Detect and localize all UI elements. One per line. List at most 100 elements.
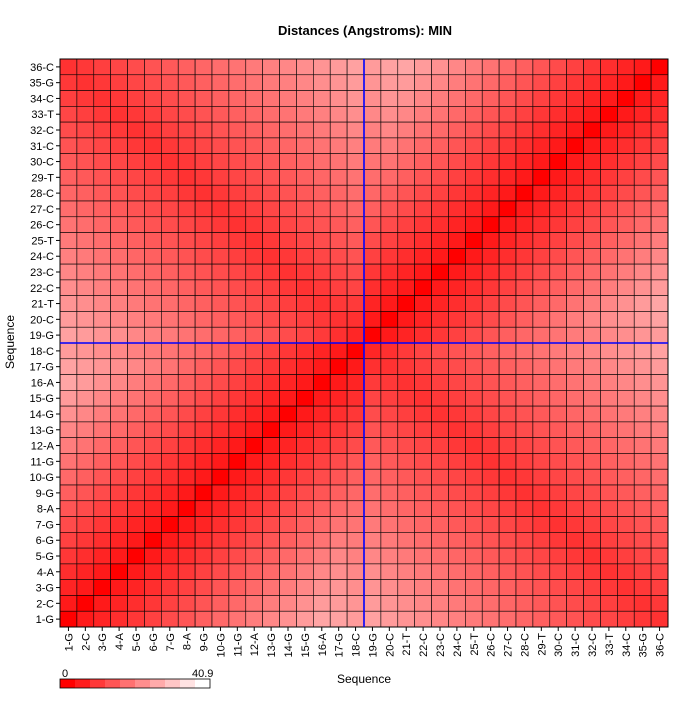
heatmap-cell[interactable] [498, 390, 517, 407]
heatmap-cell[interactable] [363, 595, 382, 612]
heatmap-cell[interactable] [481, 137, 500, 154]
heatmap-cell[interactable] [498, 90, 517, 107]
heatmap-cell[interactable] [279, 106, 297, 123]
heatmap-cell[interactable] [245, 248, 263, 265]
heatmap-cell[interactable] [127, 468, 145, 486]
heatmap-cell[interactable] [448, 90, 466, 107]
heatmap-cell[interactable] [515, 468, 534, 486]
heatmap-cell[interactable] [465, 200, 483, 218]
heatmap-cell[interactable] [59, 263, 78, 281]
heatmap-cell[interactable] [549, 74, 567, 91]
heatmap-cell[interactable] [566, 579, 584, 596]
heatmap-cell[interactable] [532, 484, 551, 502]
heatmap-cell[interactable] [296, 421, 314, 438]
heatmap-cell[interactable] [380, 421, 399, 438]
heatmap-cell[interactable] [76, 184, 95, 202]
heatmap-cell[interactable] [363, 563, 382, 580]
heatmap-cell[interactable] [431, 358, 449, 375]
heatmap-cell[interactable] [110, 453, 128, 470]
heatmap-cell[interactable] [566, 295, 584, 312]
heatmap-cell[interactable] [245, 500, 263, 517]
heatmap-cell[interactable] [633, 563, 652, 580]
heatmap-cell[interactable] [363, 374, 382, 391]
heatmap-cell[interactable] [346, 90, 365, 107]
heatmap-cell[interactable] [465, 279, 483, 296]
heatmap-cell[interactable] [93, 437, 111, 454]
heatmap-cell[interactable] [211, 184, 230, 202]
heatmap-cell[interactable] [177, 169, 196, 186]
heatmap-cell[interactable] [515, 374, 534, 391]
heatmap-cell[interactable] [448, 579, 466, 596]
heatmap-cell[interactable] [161, 295, 179, 312]
heatmap-cell[interactable] [481, 516, 500, 533]
heatmap-cell[interactable] [346, 532, 365, 549]
heatmap-cell[interactable] [363, 58, 382, 76]
heatmap-cell[interactable] [600, 453, 618, 470]
heatmap-cell[interactable] [431, 484, 449, 502]
heatmap-cell[interactable] [194, 500, 213, 517]
heatmap-cell[interactable] [313, 200, 331, 218]
heatmap-cell[interactable] [194, 90, 213, 107]
heatmap-cell[interactable] [110, 563, 128, 580]
heatmap-cell[interactable] [228, 311, 247, 328]
heatmap-cell[interactable] [177, 453, 196, 470]
heatmap-cell[interactable] [177, 547, 196, 565]
heatmap-cell[interactable] [431, 468, 449, 486]
heatmap-cell[interactable] [127, 579, 145, 596]
heatmap-cell[interactable] [481, 232, 500, 249]
heatmap-cell[interactable] [296, 342, 314, 360]
heatmap-cell[interactable] [650, 279, 669, 296]
heatmap-cell[interactable] [465, 390, 483, 407]
heatmap-cell[interactable] [76, 547, 95, 565]
heatmap-cell[interactable] [177, 342, 196, 360]
heatmap-cell[interactable] [127, 453, 145, 470]
heatmap-cell[interactable] [650, 563, 669, 580]
heatmap-cell[interactable] [650, 437, 669, 454]
heatmap-cell[interactable] [127, 311, 145, 328]
heatmap-cell[interactable] [59, 484, 78, 502]
heatmap-cell[interactable] [583, 200, 601, 218]
heatmap-cell[interactable] [465, 405, 483, 423]
heatmap-cell[interactable] [380, 248, 399, 265]
heatmap-cell[interactable] [431, 248, 449, 265]
heatmap-cell[interactable] [76, 74, 95, 91]
heatmap-cell[interactable] [59, 74, 78, 91]
heatmap-cell[interactable] [76, 169, 95, 186]
heatmap-cell[interactable] [194, 532, 213, 549]
heatmap-cell[interactable] [397, 532, 415, 549]
heatmap-cell[interactable] [329, 453, 348, 470]
heatmap-cell[interactable] [313, 468, 331, 486]
heatmap-cell[interactable] [380, 58, 399, 76]
heatmap-cell[interactable] [397, 342, 415, 360]
heatmap-cell[interactable] [211, 279, 230, 296]
heatmap-cell[interactable] [161, 90, 179, 107]
heatmap-cell[interactable] [93, 358, 111, 375]
heatmap-cell[interactable] [93, 74, 111, 91]
heatmap-cell[interactable] [650, 263, 669, 281]
heatmap-cell[interactable] [228, 200, 247, 218]
heatmap-cell[interactable] [363, 232, 382, 249]
heatmap-cell[interactable] [279, 184, 297, 202]
heatmap-cell[interactable] [262, 184, 280, 202]
heatmap-cell[interactable] [566, 232, 584, 249]
heatmap-cell[interactable] [194, 610, 213, 628]
heatmap-cell[interactable] [414, 121, 432, 139]
heatmap-cell[interactable] [329, 311, 348, 328]
heatmap-cell[interactable] [211, 390, 230, 407]
heatmap-cell[interactable] [194, 184, 213, 202]
heatmap-cell[interactable] [194, 153, 213, 170]
heatmap-cell[interactable] [363, 248, 382, 265]
heatmap-cell[interactable] [127, 610, 145, 628]
heatmap-cell[interactable] [177, 374, 196, 391]
heatmap-cell[interactable] [431, 169, 449, 186]
heatmap-cell[interactable] [346, 279, 365, 296]
heatmap-cell[interactable] [59, 468, 78, 486]
heatmap-cell[interactable] [465, 516, 483, 533]
heatmap-cell[interactable] [346, 263, 365, 281]
heatmap-cell[interactable] [465, 374, 483, 391]
heatmap-cell[interactable] [633, 232, 652, 249]
heatmap-cell[interactable] [313, 516, 331, 533]
heatmap-cell[interactable] [515, 106, 534, 123]
heatmap-cell[interactable] [515, 216, 534, 233]
heatmap-cell[interactable] [532, 232, 551, 249]
